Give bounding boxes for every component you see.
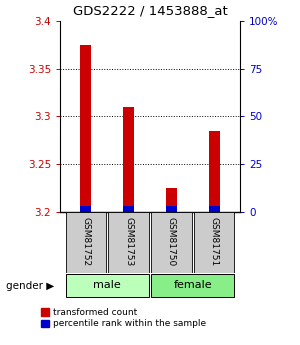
Text: GSM81753: GSM81753 bbox=[124, 217, 133, 266]
Bar bbox=[108, 212, 149, 273]
Bar bbox=[209, 206, 220, 212]
Bar bbox=[194, 212, 234, 273]
Text: gender ▶: gender ▶ bbox=[6, 282, 54, 291]
Bar bbox=[151, 212, 192, 273]
Bar bbox=[166, 206, 177, 212]
Bar bbox=[66, 212, 106, 273]
Title: GDS2222 / 1453888_at: GDS2222 / 1453888_at bbox=[73, 4, 227, 17]
Text: GSM81752: GSM81752 bbox=[81, 217, 90, 266]
Bar bbox=[123, 107, 134, 212]
Legend: transformed count, percentile rank within the sample: transformed count, percentile rank withi… bbox=[40, 308, 206, 328]
Bar bbox=[80, 45, 91, 212]
Text: GSM81750: GSM81750 bbox=[167, 217, 176, 266]
Bar bbox=[123, 206, 134, 212]
Text: male: male bbox=[93, 280, 121, 290]
Bar bbox=[151, 274, 234, 297]
Bar bbox=[166, 188, 177, 212]
Text: GSM81751: GSM81751 bbox=[210, 217, 219, 266]
Bar bbox=[209, 131, 220, 212]
Text: female: female bbox=[173, 280, 212, 290]
Bar bbox=[66, 274, 149, 297]
Bar bbox=[80, 206, 91, 212]
